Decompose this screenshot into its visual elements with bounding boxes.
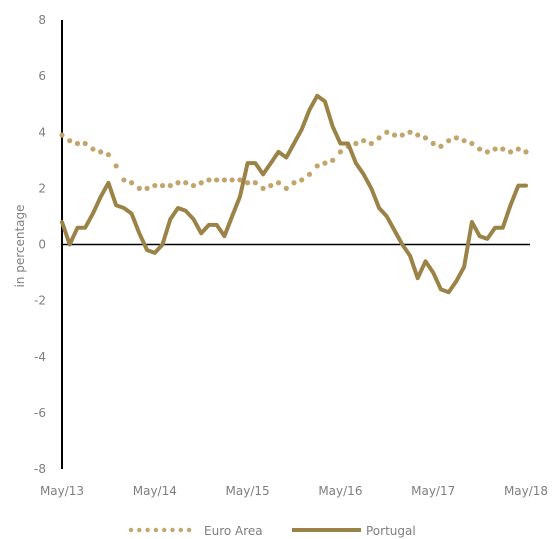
legend-label-euro-area: Euro Area [204, 524, 263, 538]
legend-dot [137, 527, 142, 533]
legend-dot [170, 527, 175, 533]
legend-dot [145, 527, 150, 533]
euro-area-point [484, 149, 490, 155]
y-tick-label: 2 [38, 181, 46, 195]
euro-area-point [159, 182, 166, 189]
euro-area-point [291, 180, 297, 186]
euro-area-point [422, 135, 429, 141]
euro-area-point [221, 177, 227, 183]
euro-area-point [98, 149, 104, 155]
x-tick-label: May/17 [411, 484, 455, 498]
euro-area-point [113, 163, 119, 169]
euro-area-point [252, 180, 258, 186]
axes [61, 20, 530, 469]
y-tick-label: 0 [38, 238, 46, 252]
x-tick-label: May/15 [226, 484, 270, 498]
euro-area-point [268, 182, 274, 189]
euro-area-point [461, 138, 467, 144]
legend-dot [162, 527, 167, 533]
x-tick-label: May/13 [40, 484, 84, 498]
euro-area-point [175, 180, 181, 186]
euro-area-point [438, 143, 444, 149]
euro-area-point [82, 140, 88, 147]
euro-area-point [330, 157, 336, 163]
y-tick-label: -8 [34, 462, 46, 476]
legend-swatch-euro-area [128, 527, 192, 533]
euro-area-point [90, 146, 96, 152]
legend-dot [186, 527, 192, 533]
x-tick-labels: May/13 May/14 May/15 May/16 May/17 May/18 [40, 484, 548, 498]
euro-area-point [245, 180, 251, 186]
euro-area-point [515, 146, 521, 152]
euro-area-point [144, 185, 150, 191]
euro-area-point [237, 177, 243, 183]
euro-area-point [74, 140, 81, 147]
y-tick-label: -2 [34, 294, 46, 308]
euro-area-point [430, 140, 436, 147]
euro-area-point [492, 146, 498, 152]
euro-area-point [453, 135, 459, 141]
series-portugal-line [60, 93, 528, 295]
legend: Euro Area Portugal [128, 524, 416, 538]
euro-area-point [59, 132, 65, 138]
y-tick-label: -6 [34, 406, 46, 420]
y-tick-labels: -8 -6 -4 -2 0 2 4 6 8 [34, 13, 46, 476]
y-tick-label: 8 [38, 13, 46, 27]
euro-area-point [384, 129, 390, 135]
legend-dot [128, 527, 134, 533]
euro-area-point [260, 185, 266, 191]
y-tick-label: 6 [38, 69, 46, 83]
euro-area-point [167, 182, 173, 189]
euro-area-point [105, 152, 111, 158]
y-axis-title: in percentage [13, 204, 27, 287]
y-axis-title-group: in percentage [13, 204, 27, 287]
euro-area-point [523, 149, 529, 155]
euro-area-point [322, 160, 328, 166]
euro-area-point [299, 177, 305, 183]
legend-dot [178, 527, 183, 533]
euro-area-point [214, 177, 220, 183]
legend-label-portugal: Portugal [366, 524, 416, 538]
euro-area-point [507, 149, 514, 155]
euro-area-point [283, 185, 289, 191]
euro-area-point [198, 180, 204, 186]
euro-area-point [314, 163, 320, 169]
series-layer [59, 93, 529, 295]
euro-area-point [361, 138, 367, 144]
euro-area-point [190, 182, 197, 189]
euro-area-point [229, 177, 235, 183]
euro-area-point [306, 171, 313, 177]
euro-area-point [477, 146, 483, 152]
x-tick-label: May/16 [318, 484, 362, 498]
euro-area-point [500, 146, 506, 152]
euro-area-point [67, 138, 73, 144]
euro-area-point [446, 138, 452, 144]
euro-area-point [469, 140, 475, 147]
euro-area-point [206, 177, 212, 183]
euro-area-point [121, 177, 127, 183]
y-tick-label: -4 [34, 350, 46, 364]
euro-area-point [183, 180, 189, 186]
euro-area-point [415, 132, 421, 138]
x-tick-label: May/18 [504, 484, 548, 498]
euro-area-point [136, 185, 142, 191]
euro-area-point [399, 132, 405, 138]
euro-area-point [407, 129, 413, 135]
euro-area-point [391, 132, 398, 138]
euro-area-point [129, 180, 135, 186]
euro-area-point [337, 149, 343, 155]
euro-area-point [152, 182, 158, 189]
legend-dot [153, 527, 159, 533]
y-tick-label: 4 [38, 125, 46, 139]
euro-area-point [368, 140, 374, 147]
euro-area-point [275, 180, 282, 186]
euro-area-point [376, 135, 382, 141]
x-tick-label: May/14 [133, 484, 177, 498]
series-euro-area [59, 129, 529, 191]
euro-area-point [353, 140, 359, 147]
